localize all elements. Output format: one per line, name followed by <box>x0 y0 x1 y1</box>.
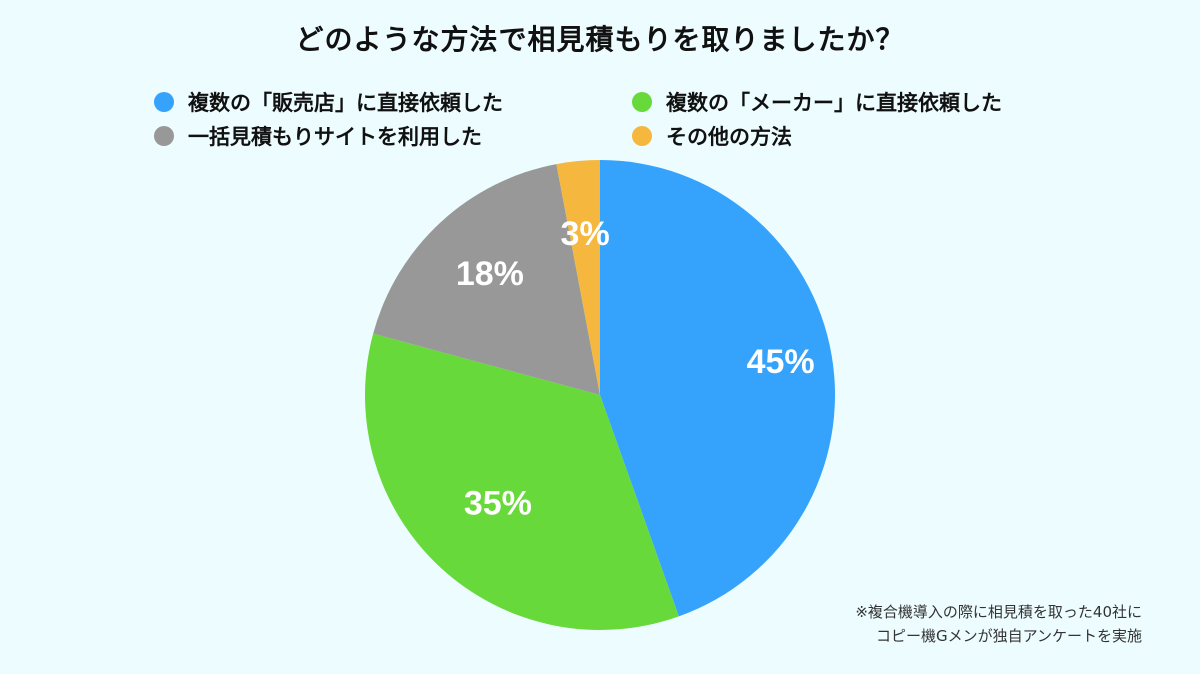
pie-slice-2 <box>365 333 679 630</box>
survey-footnote-line-1: ※複合機導入の際に相見積を取った40社に <box>855 603 1142 621</box>
legend-label-manufacturers: 複数の「メーカー」に直接依頼した <box>666 91 1002 115</box>
pie-data-label-4: 3% <box>561 215 610 253</box>
legend-item-manufacturers: 複数の「メーカー」に直接依頼した <box>632 86 1002 118</box>
pie-data-label-2: 35% <box>464 484 532 522</box>
legend-swatch-other-method <box>632 126 652 146</box>
pie-slice-4 <box>556 160 600 395</box>
legend-swatch-bulk-estimate-site <box>154 126 174 146</box>
legend-label-bulk-estimate-site: 一括見積もりサイトを利用した <box>188 125 482 149</box>
legend-item-retailers: 複数の「販売店」に直接依頼した <box>154 86 503 118</box>
legend-label-other-method: その他の方法 <box>666 125 792 149</box>
pie-data-label-1: 45% <box>747 343 815 381</box>
legend-label-retailers: 複数の「販売店」に直接依頼した <box>188 91 503 115</box>
survey-footnote-line-2: コピー機Gメンが独自アンケートを実施 <box>875 627 1142 645</box>
chart-legend: 複数の「販売店」に直接依頼した 複数の「メーカー」に直接依頼した 一括見積もりサ… <box>0 86 1200 156</box>
pie-data-labels: 45% 35% 18% 3% <box>456 215 815 523</box>
survey-footnote: ※複合機導入の際に相見積を取った40社に コピー機Gメンが独自アンケートを実施 <box>855 600 1142 648</box>
pie-slices <box>365 160 835 630</box>
chart-title: どのような方法で相見積もりを取りましたか？ <box>295 23 905 56</box>
pie-data-label-3: 18% <box>456 255 524 293</box>
legend-item-bulk-estimate-site: 一括見積もりサイトを利用した <box>154 120 482 152</box>
legend-item-other-method: その他の方法 <box>632 120 792 152</box>
pie-slice-1 <box>600 160 835 617</box>
pie-slice-3 <box>373 164 600 395</box>
legend-swatch-manufacturers <box>632 92 652 112</box>
legend-swatch-retailers <box>154 92 174 112</box>
